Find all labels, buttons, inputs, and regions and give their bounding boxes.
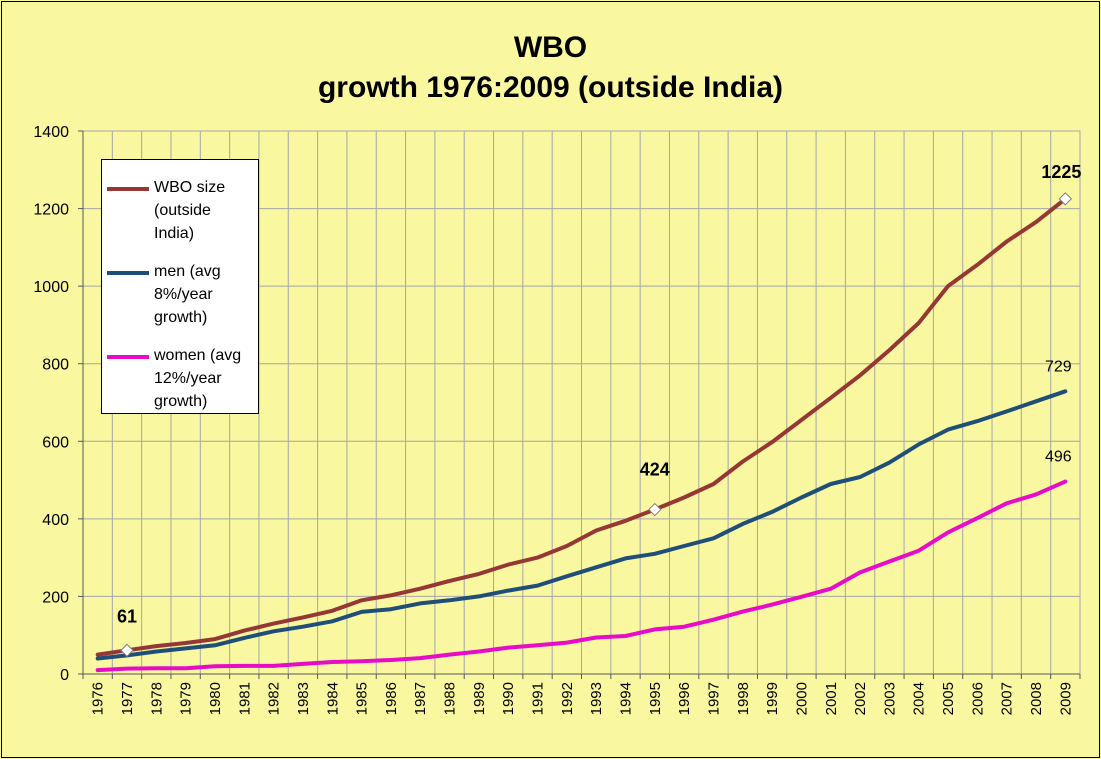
annotation-marker: [120, 643, 134, 658]
x-tick-label: 2008: [1028, 682, 1045, 715]
chart-title-line1: WBO: [513, 31, 588, 64]
x-tick-label: 1994: [617, 682, 634, 715]
legend-label-wbo-size: WBO size (outside India): [154, 176, 258, 245]
x-tick-label: 1987: [412, 682, 429, 715]
legend-label-line: (outside: [154, 202, 211, 219]
annotation-marker: [1058, 192, 1073, 206]
x-tick-label: 2001: [823, 682, 840, 715]
x-tick-label: 1979: [178, 682, 195, 715]
y-tick-label: 400: [42, 512, 69, 529]
y-tick-label: 1200: [33, 202, 69, 219]
legend-label-line: India): [154, 225, 195, 242]
legend-label-line: growth): [154, 393, 208, 410]
x-tick-label: 1989: [471, 682, 488, 715]
y-tick-label: 0: [60, 667, 69, 684]
x-tick-label: 1982: [266, 682, 283, 715]
x-tick-label: 2005: [940, 682, 957, 715]
x-tick-label: 1981: [236, 682, 253, 715]
chart-title: WBO growth 1976:2009 (outside India): [0, 28, 1101, 108]
annotation-marker: [648, 502, 662, 517]
series-lines: [95, 196, 1068, 673]
x-tick-label: 1984: [324, 682, 341, 715]
legend-label-women: women (avg 12%/year growth): [154, 344, 258, 413]
chart-title-line2: growth 1976:2009 (outside India): [317, 71, 784, 104]
x-tick-label: 1977: [119, 682, 136, 715]
legend-label-line: 8%/year: [154, 286, 213, 303]
legend-label-line: men (avg: [154, 263, 221, 280]
data-label: 61: [117, 606, 137, 626]
y-tick-label: 1400: [33, 124, 69, 141]
x-tick-label: 1980: [207, 682, 224, 715]
legend: WBO size (outside India) men (avg 8%/yea…: [101, 159, 259, 414]
x-tick-label: 2002: [852, 682, 869, 715]
x-tick-label: 2009: [1057, 682, 1074, 715]
data-label: 424: [640, 460, 670, 480]
x-tick-label: 1983: [295, 682, 312, 715]
legend-label-men: men (avg 8%/year growth): [154, 260, 258, 329]
series-line-2: [95, 479, 1068, 673]
y-tick-label: 600: [42, 434, 69, 451]
x-tick-label: 1978: [148, 682, 165, 715]
x-tick-label: 1990: [500, 682, 517, 715]
annotations: 61 424 1225 729 496: [117, 162, 1081, 658]
legend-label-line: growth): [154, 309, 208, 326]
legend-label-line: women (avg: [154, 347, 242, 364]
x-tick-label: 1991: [530, 682, 547, 715]
legend-swatch-wbo-size: [107, 187, 149, 191]
data-label: 729: [1045, 358, 1072, 375]
x-tick-label: 1992: [559, 682, 576, 715]
x-tick-label: 1995: [647, 682, 664, 715]
x-tick-label: 1998: [735, 682, 752, 715]
y-tick-label: 1000: [33, 279, 69, 296]
x-tick-label: 2003: [881, 682, 898, 715]
y-tick-label: 800: [42, 357, 69, 374]
x-tick-label: 1986: [383, 682, 400, 715]
x-tick-label: 2004: [911, 682, 928, 715]
axes: 0 200 400 600 800 1000 1200 1400 1976 1977 1978 197…: [33, 124, 1081, 715]
x-tick-label: 1996: [676, 682, 693, 715]
x-tick-label: 1997: [705, 682, 722, 715]
x-tick-label: 1976: [90, 682, 107, 715]
x-tick-label: 1985: [354, 682, 371, 715]
legend-swatch-men: [107, 271, 149, 275]
series-line-1: [95, 389, 1068, 661]
x-tick-label: 2007: [999, 682, 1016, 715]
legend-label-line: 12%/year: [154, 370, 222, 387]
x-tick-label: 1999: [764, 682, 781, 715]
series-line-0: [95, 196, 1068, 657]
x-tick-label: 2000: [793, 682, 810, 715]
data-label: 1225: [1041, 162, 1081, 182]
legend-label-line: WBO size: [154, 179, 226, 196]
data-label: 496: [1045, 449, 1072, 466]
x-tick-label: 1993: [588, 682, 605, 715]
x-tick-label: 1988: [442, 682, 459, 715]
x-tick-label: 2006: [969, 682, 986, 715]
y-tick-label: 200: [42, 589, 69, 606]
legend-swatch-women: [107, 355, 149, 359]
